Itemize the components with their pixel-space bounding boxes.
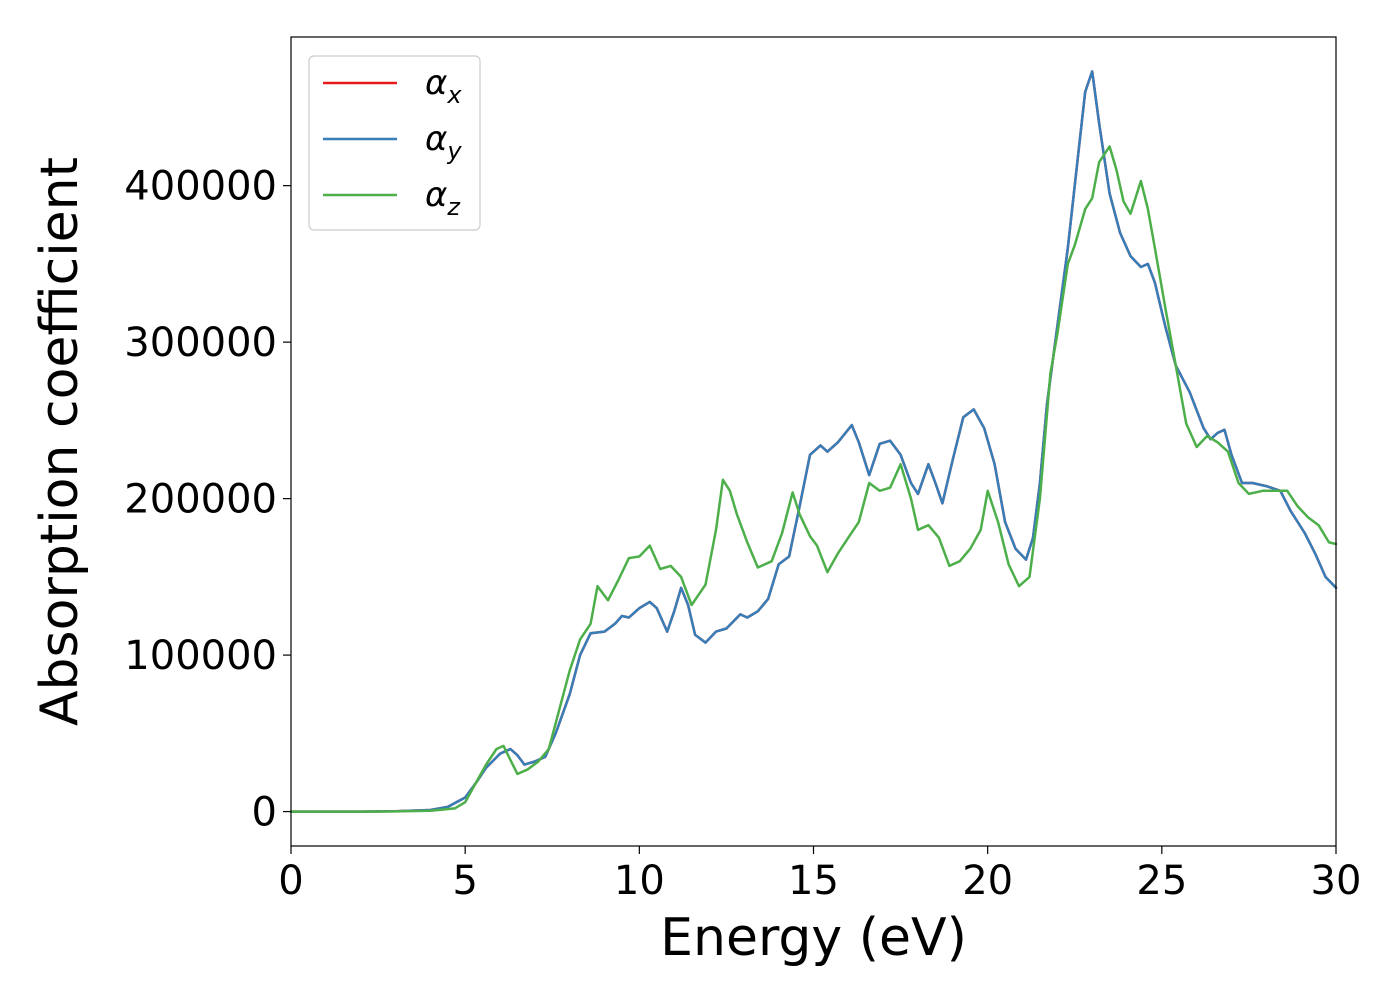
series-line-z [289, 145, 1338, 813]
y-tick-label: 400000 [124, 164, 277, 210]
y-tick-label: 200000 [124, 477, 277, 523]
x-tick-label: 10 [614, 858, 665, 904]
x-axis-title: Energy (eV) [660, 908, 967, 968]
x-tick-label: 5 [452, 858, 477, 904]
y-tick-label: 100000 [124, 633, 277, 679]
x-tick-label: 0 [278, 858, 303, 904]
y-axis: 0 100000 200000 300000 400000 [124, 164, 291, 836]
y-axis-title: Absorption coefficient [30, 157, 90, 726]
legend-label-y: αy [425, 119, 462, 165]
x-axis: 0 5 10 15 20 25 30 [278, 846, 1361, 904]
legend: αx αy αz [308, 55, 481, 231]
legend-label-z: αz [425, 175, 461, 221]
x-tick-label: 20 [962, 858, 1013, 904]
x-tick-label: 25 [1136, 858, 1187, 904]
legend-box [308, 55, 481, 231]
series-lines [289, 70, 1338, 813]
x-tick-label: 30 [1311, 858, 1362, 904]
y-tick-label: 300000 [124, 320, 277, 366]
legend-label-x: αx [425, 63, 462, 109]
y-tick-label: 0 [252, 790, 277, 836]
x-tick-label: 15 [788, 858, 839, 904]
series-line-y [289, 70, 1338, 813]
